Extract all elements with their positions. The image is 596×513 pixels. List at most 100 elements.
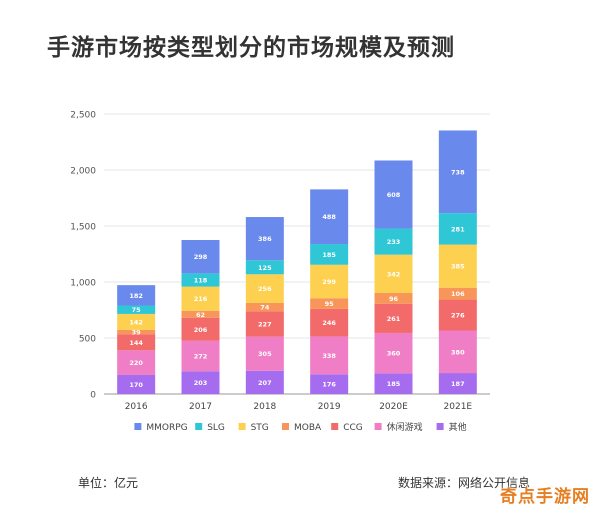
bar-segment xyxy=(117,285,156,306)
data-label: 276 xyxy=(451,312,465,320)
y-tick-label: 1,000 xyxy=(70,279,96,289)
bar-segment xyxy=(310,244,349,265)
bar-segment xyxy=(374,292,413,304)
bar-segment xyxy=(245,260,284,275)
x-tick-label: 2016 xyxy=(125,402,148,412)
bar-segment xyxy=(181,317,220,341)
data-label: 220 xyxy=(129,359,143,367)
bar-segment xyxy=(181,340,220,372)
data-label: 39 xyxy=(132,329,142,337)
bar-segment xyxy=(245,217,284,261)
chart-title: 手游市场按类型划分的市场规模及预测 xyxy=(47,35,455,61)
bar-segment xyxy=(117,313,156,330)
x-tick-label: 2020E xyxy=(379,402,408,412)
legend-label: 其他 xyxy=(449,421,467,433)
data-label: 95 xyxy=(325,300,335,308)
legend-swatch xyxy=(436,423,444,430)
data-label: 299 xyxy=(322,278,336,286)
bar-segment xyxy=(310,336,349,375)
data-label: 170 xyxy=(129,381,143,389)
legend-label: MMORPG xyxy=(146,423,187,433)
bar-segment xyxy=(245,311,284,337)
legend-label: 休闲游戏 xyxy=(387,421,423,433)
x-tick-label: 2019 xyxy=(318,402,341,412)
legend-label: MOBA xyxy=(294,423,322,433)
bar-segment xyxy=(310,374,349,394)
legend-swatch xyxy=(331,423,339,430)
data-label: 305 xyxy=(258,350,272,358)
data-label: 338 xyxy=(322,352,336,360)
bar-segment xyxy=(310,189,349,245)
bar-segment xyxy=(310,308,349,337)
bar-segment xyxy=(117,374,156,394)
bar-segment xyxy=(245,336,284,371)
bar-segment xyxy=(117,329,156,335)
data-label: 608 xyxy=(387,191,401,199)
data-label: 62 xyxy=(196,311,205,319)
data-label: 360 xyxy=(387,350,401,358)
x-tick-label: 2018 xyxy=(253,402,276,412)
bar-segment xyxy=(117,305,156,314)
data-label: 203 xyxy=(194,379,208,387)
bar-segment xyxy=(181,273,220,287)
bar-segment xyxy=(438,130,477,214)
data-label: 342 xyxy=(387,270,401,278)
bar-segment xyxy=(374,373,413,394)
bar-segment xyxy=(374,254,413,293)
bar-segment xyxy=(181,240,220,274)
data-label: 96 xyxy=(389,295,399,303)
x-tick-label: 2017 xyxy=(189,402,212,412)
legend-label: CCG xyxy=(343,423,363,433)
unit-label: 单位：亿元 xyxy=(78,476,139,490)
legend-swatch xyxy=(134,423,142,430)
bars: 170 220 144 39 142 75 182 203 272 206 62 216 118 298 2… xyxy=(117,130,477,394)
data-label: 182 xyxy=(129,292,143,300)
bar-segment xyxy=(181,310,220,318)
grid-lines xyxy=(104,113,490,395)
bar-segment xyxy=(374,332,413,374)
data-label: 206 xyxy=(194,326,208,334)
data-label: 385 xyxy=(451,263,465,271)
data-label: 185 xyxy=(387,380,401,388)
legend-swatch xyxy=(195,423,203,430)
data-label: 176 xyxy=(322,381,336,389)
data-label: 142 xyxy=(129,318,143,326)
bar-segment xyxy=(181,371,220,394)
y-axis: 0 500 1,000 1,500 2,000 2,500 xyxy=(70,111,96,401)
data-label: 261 xyxy=(387,315,401,323)
bar-segment xyxy=(245,274,284,303)
data-label: 144 xyxy=(129,339,143,347)
x-axis: 2016 2017 2018 2019 2020E 2021E xyxy=(125,402,473,412)
data-label: 118 xyxy=(194,276,208,284)
data-label: 216 xyxy=(194,295,208,303)
data-label: 207 xyxy=(258,379,272,387)
data-label: 256 xyxy=(258,285,272,293)
y-tick-label: 1,500 xyxy=(70,223,96,233)
data-label: 187 xyxy=(451,380,465,388)
bar-segment xyxy=(117,334,156,351)
legend-swatch xyxy=(374,423,382,430)
data-label: 106 xyxy=(451,290,465,298)
bar-segment xyxy=(438,213,477,245)
data-label: 227 xyxy=(258,320,272,328)
bar-segment xyxy=(438,244,477,288)
legend: MMORPG SLG STG MOBA CCG 休闲游戏 其他 xyxy=(134,421,467,433)
data-label: 272 xyxy=(194,353,208,361)
data-label: 125 xyxy=(258,264,272,272)
data-label: 74 xyxy=(260,304,270,312)
bar-segment xyxy=(181,286,220,311)
bar-segment xyxy=(438,299,477,331)
data-label: 233 xyxy=(387,238,401,246)
watermark-logo: 奇点手游网 xyxy=(500,487,590,507)
x-tick-label: 2021E xyxy=(444,402,473,412)
bar-segment xyxy=(374,228,413,255)
bar-segment xyxy=(245,370,284,394)
bar-segment xyxy=(438,287,477,300)
legend-swatch xyxy=(282,423,289,430)
data-label: 298 xyxy=(194,253,208,261)
legend-label: STG xyxy=(251,423,269,433)
data-label: 488 xyxy=(322,213,336,221)
legend-swatch xyxy=(238,423,246,430)
bar-segment xyxy=(117,350,156,375)
